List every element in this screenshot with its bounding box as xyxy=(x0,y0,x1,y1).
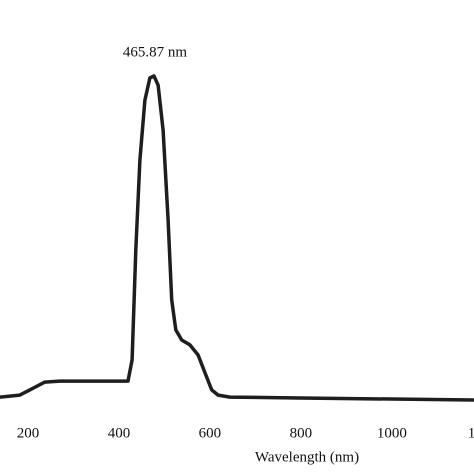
x-tick-label: 600 xyxy=(199,425,222,441)
spectrum-line xyxy=(0,74,474,402)
x-tick-label: 1200 xyxy=(468,425,474,441)
x-tick-label: 200 xyxy=(17,425,40,441)
x-tick-label: 800 xyxy=(290,425,313,441)
x-tick-label: 1000 xyxy=(377,425,407,441)
peak-annotation: 465.87 nm xyxy=(123,44,188,60)
x-tick-label: 400 xyxy=(108,425,131,441)
x-axis-label: Wavelength (nm) xyxy=(255,449,359,465)
